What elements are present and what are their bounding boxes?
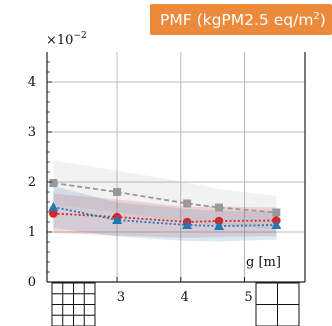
y-tick-label: 1: [28, 225, 36, 240]
series-1-point: [49, 179, 58, 187]
y-tick-label: 0: [28, 275, 36, 290]
series-3-point: [112, 215, 123, 224]
x-tick-label: 3: [117, 290, 125, 305]
uncertainty-bands: [53, 160, 277, 242]
chart-title-text: PMF (kgPM2.5 eq/m2): [160, 11, 326, 29]
series-3-point: [48, 202, 59, 211]
series-3-point: [182, 220, 193, 229]
x-axis-label: g [m]: [246, 255, 281, 270]
series-1-line: [53, 182, 277, 214]
series-1-point: [215, 203, 223, 212]
series-1-band: [53, 160, 277, 229]
series-2-point: [49, 209, 58, 218]
chart-title-background: [150, 4, 332, 35]
y-tick-label: 4: [28, 75, 36, 90]
series-1-point: [183, 199, 192, 208]
x-tick-label: 5: [244, 290, 252, 305]
series-3-point: [214, 221, 224, 230]
x-tick-label: 4: [181, 290, 189, 305]
y-tick-label: 2: [28, 175, 36, 190]
grid-overlay-icon: [51, 282, 96, 326]
y-tick-label: 3: [28, 125, 36, 140]
y-scale-multiplier: ×10−2: [46, 31, 87, 48]
series-3-point: [271, 220, 282, 229]
series-markers: [48, 179, 282, 230]
axes: [46, 52, 306, 283]
series-1-point: [113, 188, 122, 196]
axis-ticks: 0 1 2 3 4 3 4 5: [28, 61, 253, 305]
series-1-point: [272, 208, 281, 217]
chart-title: PMF (kgPM2.5 eq/m2): [150, 4, 332, 35]
grid-overlay-icon: [255, 282, 300, 326]
